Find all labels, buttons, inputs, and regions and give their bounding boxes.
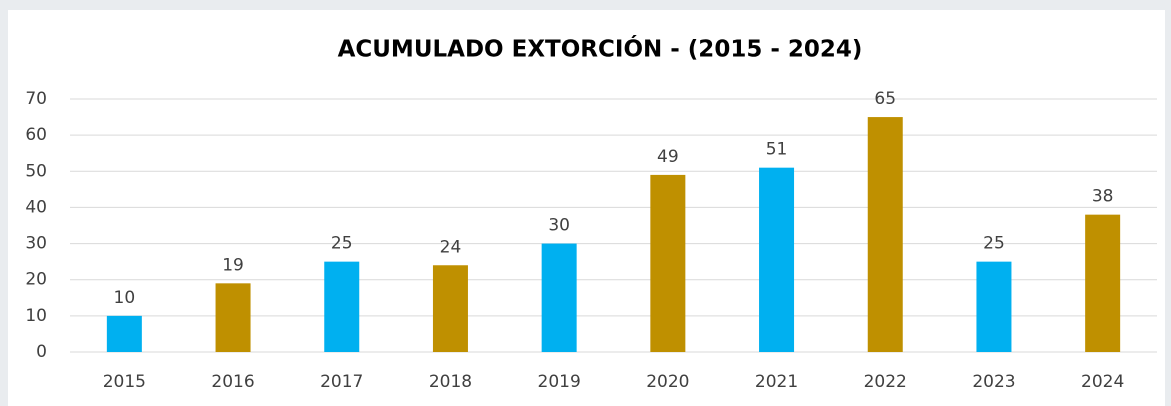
x-tick-label: 2016 bbox=[211, 372, 254, 392]
chart-title: ACUMULADO EXTORCIÓN - (2015 - 2024) bbox=[338, 35, 863, 63]
x-tick-label: 2021 bbox=[755, 372, 798, 392]
x-tick-label: 2015 bbox=[103, 372, 146, 392]
x-tick-label: 2020 bbox=[646, 372, 689, 392]
y-tick-label: 10 bbox=[25, 306, 47, 326]
x-tick-label: 2023 bbox=[972, 372, 1015, 392]
chart-panel bbox=[8, 10, 1165, 406]
y-tick-label: 40 bbox=[25, 197, 47, 217]
y-tick-label: 30 bbox=[25, 234, 47, 254]
x-tick-label: 2017 bbox=[320, 372, 363, 392]
bar bbox=[759, 167, 795, 352]
data-label: 38 bbox=[1092, 187, 1114, 207]
x-tick-label: 2022 bbox=[864, 372, 907, 392]
data-label: 10 bbox=[114, 288, 136, 308]
data-label: 25 bbox=[983, 234, 1005, 254]
y-tick-label: 70 bbox=[25, 89, 47, 109]
data-label: 51 bbox=[766, 140, 788, 160]
bar bbox=[106, 315, 142, 352]
x-tick-label: 2024 bbox=[1081, 372, 1124, 392]
data-label: 65 bbox=[874, 89, 896, 109]
data-label: 19 bbox=[222, 255, 244, 275]
bar bbox=[976, 261, 1012, 352]
data-label: 25 bbox=[331, 234, 353, 254]
data-label: 24 bbox=[440, 237, 462, 257]
y-tick-label: 50 bbox=[25, 161, 47, 181]
y-tick-label: 60 bbox=[25, 125, 47, 145]
bar bbox=[215, 283, 251, 352]
y-tick-label: 20 bbox=[25, 270, 47, 290]
x-tick-label: 2018 bbox=[429, 372, 472, 392]
bar bbox=[1085, 214, 1121, 352]
data-label: 30 bbox=[548, 216, 570, 236]
bar bbox=[324, 261, 360, 352]
bar bbox=[650, 174, 686, 352]
x-tick-label: 2019 bbox=[538, 372, 581, 392]
data-label: 49 bbox=[657, 147, 679, 167]
bar bbox=[541, 243, 577, 352]
bar bbox=[432, 265, 468, 352]
y-tick-label: 0 bbox=[36, 342, 47, 362]
bar bbox=[867, 117, 903, 352]
